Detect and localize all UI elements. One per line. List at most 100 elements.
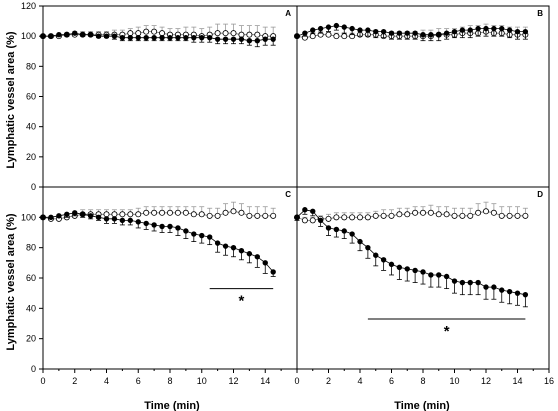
series-filled-point xyxy=(514,28,521,35)
series-open-point xyxy=(333,33,340,40)
series-filled-point xyxy=(428,272,434,278)
series-filled-point xyxy=(357,27,363,33)
y-tick-label: 100 xyxy=(21,212,36,222)
series-filled-point xyxy=(262,260,268,266)
series-filled-point xyxy=(135,34,141,41)
series-filled-point xyxy=(349,25,355,32)
x-tick-label: 14 xyxy=(512,376,522,386)
series-filled-point xyxy=(451,28,458,35)
series-filled-point xyxy=(404,30,410,36)
series-filled-point xyxy=(151,34,157,41)
significance-asterisk: * xyxy=(444,323,450,340)
x-tick-label: 4 xyxy=(104,376,109,386)
y-tick-label: 60 xyxy=(26,92,36,102)
series-open-point xyxy=(388,212,395,219)
x-tick-label: 12 xyxy=(228,376,238,386)
y-tick-label: 80 xyxy=(26,243,36,253)
panel-label-B: B xyxy=(537,9,543,18)
y-tick-label: 60 xyxy=(26,273,36,283)
text-layer: Lymphatic vessel area (%) Lymphatic vess… xyxy=(5,1,554,411)
series-open-point xyxy=(309,33,316,40)
x-tick-label: 8 xyxy=(167,376,172,386)
series-filled-point xyxy=(48,214,54,221)
series-filled-point xyxy=(310,208,316,214)
panel-label-A: A xyxy=(285,9,291,18)
series-filled-point xyxy=(396,264,403,271)
series-open-point xyxy=(230,30,237,37)
y-tick-label: 80 xyxy=(26,61,36,71)
series-filled-point xyxy=(436,272,442,278)
series-open-point xyxy=(325,31,332,38)
x-tick-label: 6 xyxy=(389,376,394,386)
series-filled-point xyxy=(302,30,308,36)
series-filled-point xyxy=(238,247,245,254)
series-filled-point xyxy=(270,269,276,275)
series-filled-point xyxy=(159,223,165,230)
significance-asterisk: * xyxy=(239,293,245,310)
series-filled-point xyxy=(404,266,410,272)
series-filled-point xyxy=(95,33,102,39)
series-open-point xyxy=(206,212,213,219)
series-filled-point xyxy=(79,211,86,217)
x-tick-label: 2 xyxy=(326,376,331,386)
x-tick-label: 10 xyxy=(449,376,459,386)
series-open-point xyxy=(419,209,426,216)
y-tick-label: 40 xyxy=(26,303,36,313)
series-open-point xyxy=(435,211,442,218)
series-open-point xyxy=(490,209,497,216)
y-tick-label: 0 xyxy=(31,182,36,192)
x-tick-label: 4 xyxy=(357,376,362,386)
series-filled-point xyxy=(294,214,300,221)
series-open-point xyxy=(135,211,142,218)
series-filled-point xyxy=(143,220,149,227)
series-filled-point xyxy=(151,222,157,228)
x-tick-label: 10 xyxy=(197,376,207,386)
series-filled-point xyxy=(317,217,324,224)
series-open-point xyxy=(380,212,387,219)
series-filled-point xyxy=(199,34,205,41)
series-filled-line xyxy=(296,209,526,296)
series-filled-point xyxy=(428,31,434,38)
series-open-point xyxy=(341,214,348,221)
series-open-point xyxy=(498,212,505,219)
series-open-point xyxy=(506,212,513,219)
series-open-point xyxy=(214,212,221,219)
series-filled-point xyxy=(317,25,324,32)
series-filled-point xyxy=(87,31,94,38)
series-filled-point xyxy=(373,252,379,258)
series-open-point xyxy=(412,209,419,216)
series-filled-point xyxy=(222,36,229,42)
y-tick-label: 120 xyxy=(21,1,36,11)
series-filled-point xyxy=(167,34,173,41)
series-filled-point xyxy=(214,240,221,246)
series-filled-point xyxy=(199,232,205,239)
series-filled-point xyxy=(436,31,442,38)
series-open-point xyxy=(254,31,261,38)
x-tick-label: 0 xyxy=(40,376,45,386)
series-filled-point xyxy=(365,27,371,33)
series-open-point xyxy=(135,30,142,37)
series-filled-point xyxy=(341,24,347,30)
series-open-point xyxy=(119,211,126,218)
x-tick-label: 0 xyxy=(294,376,299,386)
series-filled-point xyxy=(167,223,173,230)
y-axis-label-top: Lymphatic vessel area (%) xyxy=(5,31,17,168)
panel-label-C: C xyxy=(285,190,291,199)
series-open-point xyxy=(459,212,466,219)
series-filled-point xyxy=(491,25,497,32)
series-filled-point xyxy=(119,34,126,41)
series-filled-point xyxy=(64,211,70,217)
series-filled-point xyxy=(230,36,237,42)
series-filled-point xyxy=(310,27,316,33)
series-open-point xyxy=(427,209,434,216)
series-open-point xyxy=(198,211,205,218)
series-filled-point xyxy=(499,287,505,293)
series-open-point xyxy=(159,30,166,37)
x-axis-label-right: Time (min) xyxy=(394,400,450,411)
series-open-point xyxy=(182,209,189,216)
series-filled-point xyxy=(380,28,387,35)
series-filled-point xyxy=(262,36,268,42)
series-open-point xyxy=(238,209,245,216)
marks-layer xyxy=(40,22,529,320)
x-tick-label: 8 xyxy=(420,376,425,386)
